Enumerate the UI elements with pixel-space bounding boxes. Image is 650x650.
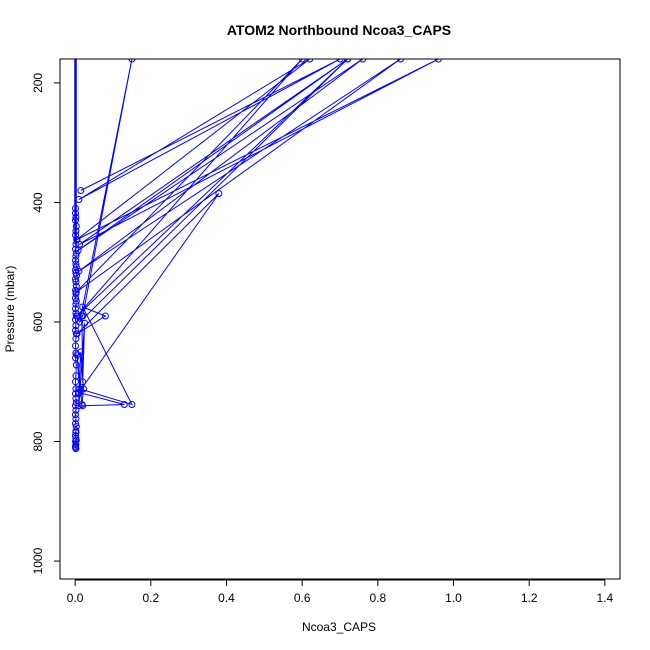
data-point	[72, 361, 80, 369]
data-point	[79, 303, 87, 311]
data-point	[72, 411, 79, 419]
data-point	[72, 335, 80, 343]
data-point	[73, 330, 81, 338]
data-point	[72, 309, 80, 317]
series-layer	[72, 59, 442, 453]
data-point	[128, 401, 136, 408]
data-point	[80, 385, 87, 393]
data-point	[72, 342, 79, 350]
data-point	[72, 322, 80, 330]
series-line-1	[75, 59, 439, 407]
chart-title: ATOM2 Northbound Ncoa3_CAPS	[227, 22, 451, 38]
data-point	[72, 420, 79, 428]
y-tick-label: 400	[31, 192, 45, 212]
data-point	[72, 288, 80, 296]
data-point	[74, 246, 82, 254]
y-axis-label: Pressure (mbar)	[3, 266, 17, 353]
data-point	[72, 378, 79, 386]
data-point	[75, 390, 83, 398]
data-point	[72, 252, 80, 260]
x-tick-label: 0.4	[218, 591, 235, 605]
x-tick-label: 0.2	[142, 591, 159, 605]
y-axis: 200 400 600 800 1000	[31, 73, 61, 574]
data-point	[75, 267, 83, 275]
data-point	[76, 385, 84, 393]
data-point	[72, 429, 80, 437]
data-point	[306, 59, 314, 63]
data-point	[344, 59, 352, 63]
data-point	[72, 300, 80, 308]
data-point	[72, 305, 79, 313]
data-point	[359, 59, 367, 63]
x-tick-label: 0.8	[369, 591, 386, 605]
y-tick-label: 1000	[31, 547, 45, 574]
data-point	[298, 59, 306, 63]
data-point	[72, 256, 79, 264]
data-point	[434, 59, 442, 63]
data-point	[72, 297, 80, 305]
data-point	[128, 59, 136, 63]
data-point	[77, 348, 85, 356]
y-tick-label: 800	[31, 431, 45, 451]
x-tick-label: 1.2	[521, 591, 538, 605]
data-point	[72, 445, 80, 453]
data-point	[397, 59, 404, 63]
x-tick-label: 0.6	[294, 591, 311, 605]
data-point	[72, 326, 79, 334]
data-point	[79, 402, 87, 410]
data-point	[72, 349, 80, 357]
data-point	[72, 415, 80, 423]
data-point	[77, 187, 85, 194]
x-axis: 0.0 0.2 0.4 0.6 0.8 1.0 1.2 1.4	[67, 579, 614, 605]
x-tick-label: 1.4	[597, 591, 614, 605]
data-point	[78, 401, 86, 408]
data-point	[79, 378, 87, 386]
x-tick-label: 0.0	[67, 591, 84, 605]
plot-frame	[59, 58, 621, 580]
y-tick-label: 200	[31, 73, 45, 93]
data-point	[73, 271, 81, 279]
x-tick-label: 1.0	[445, 591, 462, 605]
data-point	[336, 59, 344, 63]
data-point	[81, 319, 89, 327]
data-point	[72, 278, 80, 286]
x-axis-label: Ncoa3_CAPS	[302, 620, 376, 634]
data-point	[72, 436, 80, 444]
data-point	[101, 312, 109, 320]
data-point	[76, 318, 84, 326]
data-point	[215, 190, 223, 197]
data-point	[78, 312, 86, 320]
y-tick-label: 600	[31, 312, 45, 332]
data-point	[72, 275, 79, 283]
data-point	[72, 390, 79, 398]
data-point	[120, 401, 128, 408]
